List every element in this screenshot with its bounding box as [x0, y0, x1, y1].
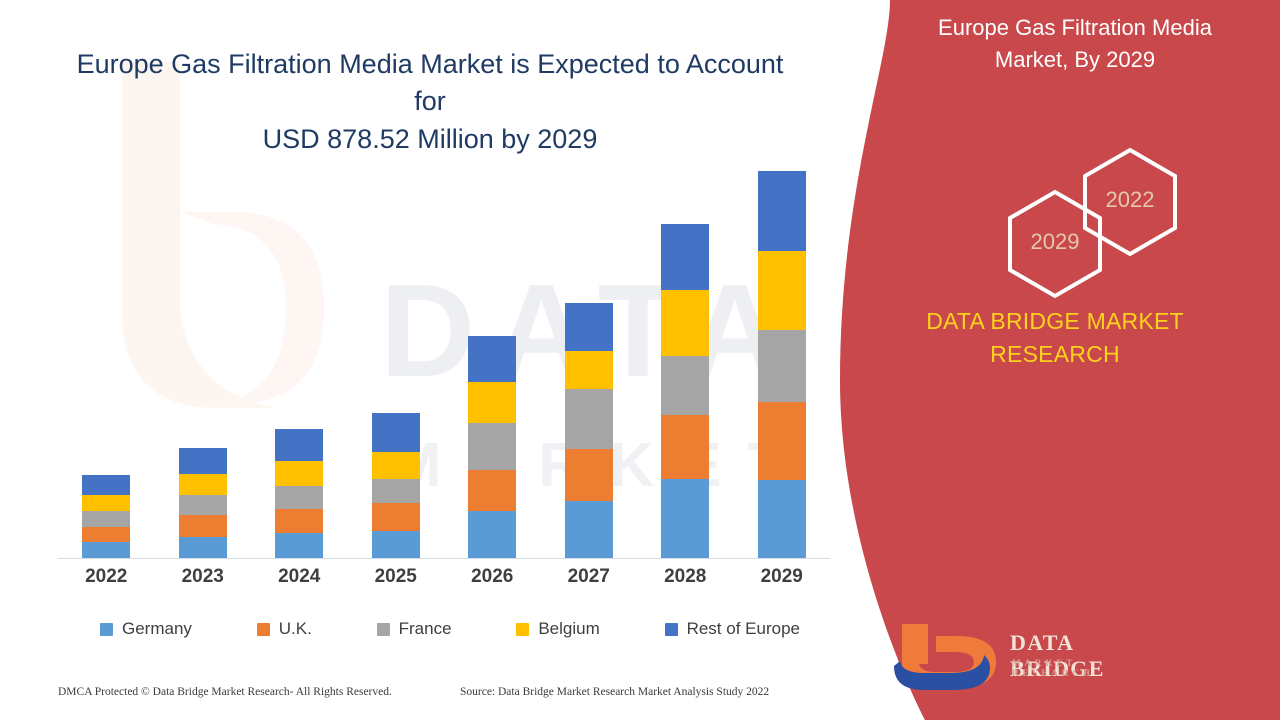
hexagon-2029: [1008, 189, 1102, 299]
x-tick-label-2023: 2023: [181, 566, 224, 587]
bar-2024: [275, 429, 324, 558]
legend-swatch-icon: [100, 622, 113, 636]
legend-item-u-k: U.K.: [256, 619, 312, 639]
hexagon-2029-label: 2029: [1030, 229, 1080, 254]
bar-2028: [661, 223, 710, 558]
bar-segment-2028-belgium: [661, 290, 710, 356]
bar-segment-2024-belgium: [275, 461, 324, 487]
legend-swatch-icon: [376, 622, 390, 636]
bar-segment-2023-u-k: [178, 515, 227, 538]
bar-segment-2024-rest-of-europe: [275, 429, 324, 462]
legend-label: France: [398, 619, 452, 638]
bar-segment-2023-france: [178, 494, 227, 516]
bar-segment-2024-germany: [275, 533, 324, 558]
legend-label: Belgium: [538, 619, 600, 638]
legend-swatch-icon: [256, 622, 270, 636]
company-logo: DATA BRIDGE MARKET RESEARCH: [890, 622, 1140, 700]
legend-item-belgium: Belgium: [516, 619, 600, 639]
footer-source: Source: Data Bridge Market Research Mark…: [460, 686, 770, 698]
chart-legend: Germany U.K. France Belgium Rest of Europe: [100, 616, 800, 642]
bar-2029: [757, 170, 806, 558]
bar-segment-2023-germany: [178, 537, 227, 558]
hexagon-group: 2022 2029: [830, 140, 1280, 320]
bar-segment-2029-rest-of-europe: [757, 170, 806, 251]
legend-item-france: France: [376, 619, 452, 639]
chart-plot-area: [48, 170, 838, 558]
bar-segment-2026-u-k: [468, 469, 517, 512]
x-tick-label-2025: 2025: [374, 566, 417, 587]
bar-segment-2026-france: [468, 423, 517, 470]
panel-heading-line2: Market, By 2029: [994, 46, 1156, 72]
x-tick-label-2026: 2026: [471, 566, 514, 587]
x-tick-label-2027: 2027: [567, 566, 610, 587]
x-tick-label-2029: 2029: [760, 566, 803, 587]
bar-segment-2023-rest-of-europe: [178, 447, 227, 474]
bar-segment-2022-rest-of-europe: [82, 475, 131, 495]
page-title: Europe Gas Filtration Media Market is Ex…: [60, 46, 800, 158]
hexagon-2022-label: 2022: [1105, 187, 1155, 212]
hexagon-2022: [1083, 147, 1177, 257]
panel-heading-line1: Europe Gas Filtration Media: [938, 15, 1212, 40]
x-tick-label-2022: 2022: [85, 566, 128, 587]
brand-name-line1: DATA BRIDGE MARKET: [926, 308, 1184, 334]
legend-label: Rest of Europe: [686, 619, 800, 638]
bar-segment-2025-u-k: [371, 503, 420, 532]
logo-tagline: MARKET RESEARCH: [1012, 658, 1094, 678]
bar-segment-2027-germany: [564, 500, 613, 558]
hexagon-outlines: [1008, 147, 1177, 299]
bar-segment-2024-france: [275, 486, 324, 510]
bar-segment-2022-france: [82, 511, 131, 527]
bar-segment-2023-belgium: [178, 473, 227, 495]
bar-segment-2026-rest-of-europe: [468, 335, 517, 382]
bar-segment-2025-rest-of-europe: [371, 412, 420, 453]
legend-item-rest-of-europe: Rest of Europe: [664, 619, 800, 639]
bar-segment-2028-rest-of-europe: [661, 223, 710, 291]
bar-segment-2022-germany: [82, 542, 131, 558]
bar-segment-2027-france: [564, 388, 613, 450]
bar-segment-2029-germany: [757, 480, 806, 558]
panel-heading: Europe Gas Filtration Media Market, By 2…: [890, 12, 1260, 76]
bar-segment-2025-germany: [371, 531, 420, 558]
bar-segment-2029-belgium: [757, 250, 806, 330]
bar-segment-2027-rest-of-europe: [564, 303, 613, 352]
bar-2023: [178, 447, 227, 558]
bar-segment-2026-belgium: [468, 381, 517, 424]
page-title-line1: Europe Gas Filtration Media Market is Ex…: [76, 49, 784, 117]
bar-segment-2029-france: [757, 329, 806, 403]
bar-segment-2022-u-k: [82, 526, 131, 543]
bar-2025: [371, 412, 420, 558]
legend-label: U.K.: [278, 619, 312, 638]
legend-label: Germany: [122, 619, 192, 638]
brand-name-line2: RESEARCH: [990, 341, 1120, 368]
bar-segment-2028-u-k: [661, 414, 710, 480]
footer-copyright: DMCA Protected © Data Bridge Market Rese…: [58, 686, 392, 698]
x-tick-label-2024: 2024: [278, 566, 321, 587]
bar-2027: [564, 303, 613, 558]
bar-segment-2026-germany: [468, 511, 517, 558]
brand-panel: Europe Gas Filtration Media Market, By 2…: [830, 0, 1280, 720]
bar-2026: [468, 335, 517, 558]
bar-segment-2024-u-k: [275, 509, 324, 534]
logo-mark-icon: [894, 624, 996, 690]
panel-background-shape: [840, 0, 1280, 720]
logo-wordmark: DATA BRIDGE: [1010, 630, 1105, 681]
legend-swatch-icon: [516, 622, 530, 636]
bar-segment-2028-germany: [661, 479, 710, 558]
page-title-line2: USD 878.52 Million by 2029: [262, 123, 598, 154]
bar-segment-2027-belgium: [564, 351, 613, 389]
legend-swatch-icon: [664, 622, 678, 636]
bar-2022: [82, 475, 131, 558]
bar-segment-2029-u-k: [757, 402, 806, 481]
bar-segment-2022-belgium: [82, 494, 131, 512]
x-tick-label-2028: 2028: [664, 566, 707, 587]
brand-name: DATA BRIDGE MARKET RESEARCH: [860, 305, 1250, 372]
x-axis-line: [58, 558, 830, 559]
legend-item-germany: Germany: [100, 619, 192, 639]
bar-segment-2025-france: [371, 479, 420, 503]
bar-segment-2028-france: [661, 355, 710, 415]
bar-segment-2025-belgium: [371, 452, 420, 480]
bar-segment-2027-u-k: [564, 449, 613, 501]
stacked-bar-chart: 2022 2023 2024 2025 2026 2027 2028 2029: [48, 170, 838, 587]
